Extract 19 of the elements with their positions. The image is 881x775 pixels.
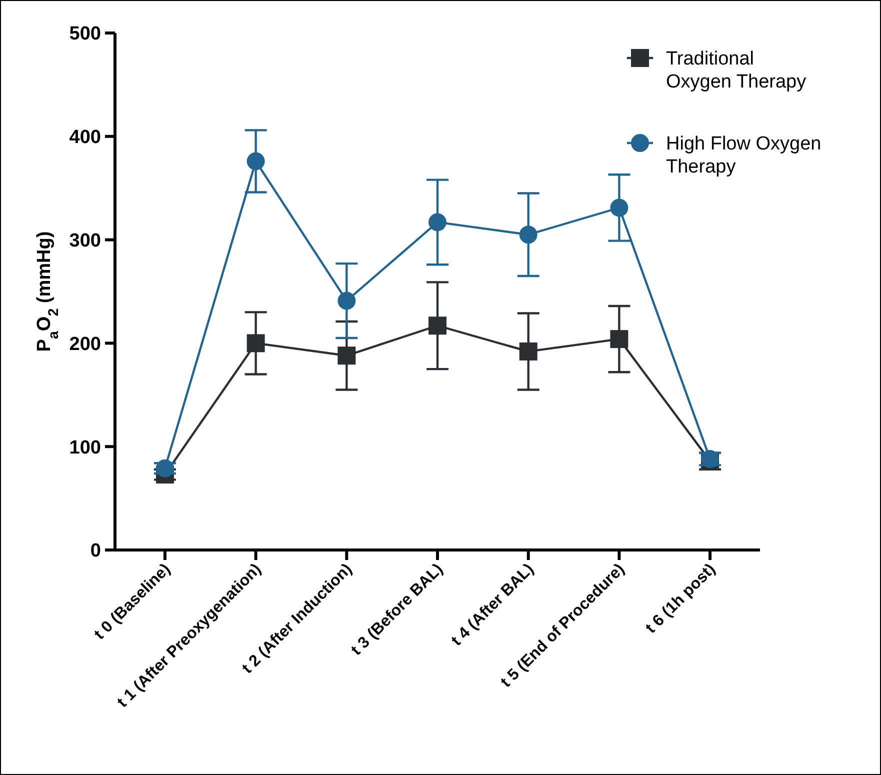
point bbox=[156, 459, 174, 478]
legend-label: High Flow Oxygen Therapy bbox=[666, 134, 822, 178]
point bbox=[428, 213, 446, 232]
y-tick-label: 500 bbox=[69, 24, 101, 45]
legend-label: Traditional Oxygen Therapy bbox=[666, 48, 807, 92]
y-tick-label: 400 bbox=[69, 127, 101, 148]
point bbox=[246, 334, 265, 352]
point bbox=[338, 346, 356, 365]
point bbox=[246, 152, 265, 170]
y-tick-label: 100 bbox=[69, 437, 101, 458]
point bbox=[610, 330, 628, 348]
point bbox=[519, 226, 538, 244]
y-tick-label: 300 bbox=[69, 230, 101, 252]
point bbox=[610, 198, 628, 217]
point bbox=[428, 316, 446, 335]
y-tick-label: 200 bbox=[69, 334, 101, 355]
point bbox=[519, 342, 538, 360]
point bbox=[338, 292, 356, 310]
y-tick-label: 0 bbox=[90, 540, 101, 562]
